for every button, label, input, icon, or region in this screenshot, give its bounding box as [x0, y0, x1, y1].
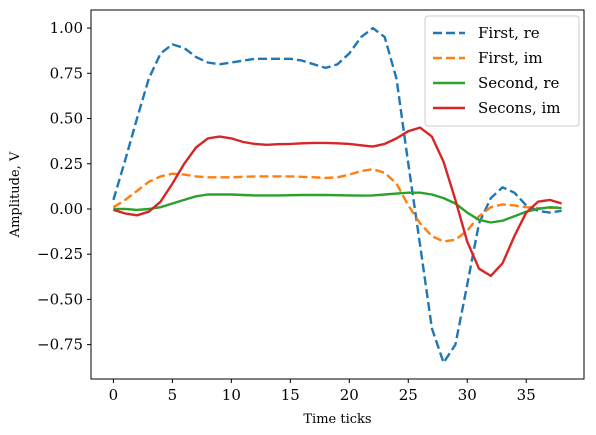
y-tick-label: −0.25 — [37, 245, 83, 263]
x-tick-label: 10 — [222, 386, 241, 404]
y-tick-label: 0.50 — [50, 110, 83, 128]
y-tick-label: 0.00 — [50, 200, 83, 218]
legend-label: First, re — [478, 24, 540, 42]
legend-label: First, im — [478, 49, 543, 67]
legend-label: Second, re — [478, 74, 560, 92]
x-axis-label: Time ticks — [303, 412, 371, 427]
x-tick-label: 20 — [340, 386, 359, 404]
x-tick-label: 15 — [281, 386, 300, 404]
y-tick-label: −0.50 — [37, 290, 83, 308]
x-tick-label: 35 — [517, 386, 536, 404]
x-tick-label: 25 — [399, 386, 418, 404]
x-tick-label: 5 — [168, 386, 178, 404]
y-tick-label: 0.75 — [50, 64, 83, 82]
y-tick-label: 1.00 — [50, 19, 83, 37]
y-tick-label: −0.75 — [37, 336, 83, 354]
legend: First, re First, im Second, re Secons, im — [425, 16, 579, 126]
x-tick-label: 30 — [458, 386, 477, 404]
legend-label: Secons, im — [478, 99, 561, 117]
x-tick-label: 0 — [109, 386, 119, 404]
y-tick-label: 0.25 — [50, 155, 83, 173]
y-axis-label: Amplitude, V — [8, 151, 23, 238]
